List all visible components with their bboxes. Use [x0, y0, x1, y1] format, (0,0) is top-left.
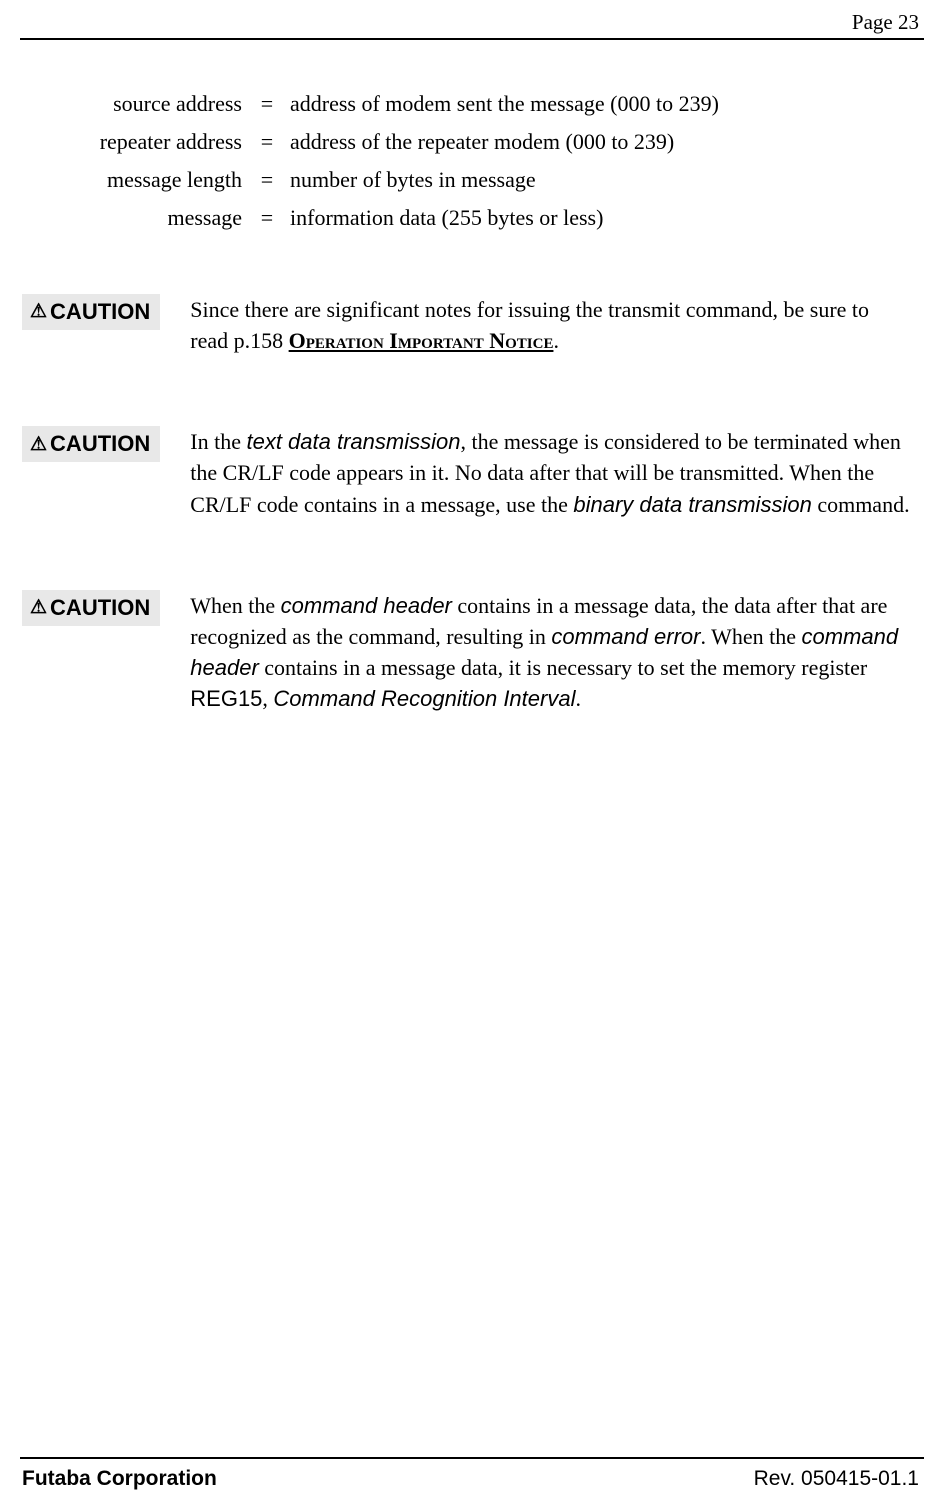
caution-text-segment: command. — [812, 492, 910, 517]
italic-term: command error — [551, 624, 700, 649]
caution-text: In the text data transmission, the messa… — [190, 426, 922, 520]
header-rule — [20, 38, 924, 40]
italic-term: Command Recognition Interval — [273, 686, 575, 711]
warning-icon: ⚠ — [30, 302, 47, 321]
caution-text-segment: contains in a message data, it is necess… — [259, 655, 867, 680]
def-equals: = — [252, 164, 282, 196]
caution-block-2: ⚠CAUTION In the text data transmission, … — [22, 426, 922, 520]
italic-term: text data transmission — [246, 429, 460, 454]
caution-text-segment: In the — [190, 429, 246, 454]
page-content: source address = address of modem sent t… — [22, 88, 922, 785]
def-description: information data (255 bytes or less) — [282, 202, 922, 234]
definition-row: repeater address = address of the repeat… — [62, 126, 922, 158]
caution-text-segment: . When the — [700, 624, 801, 649]
caution-text: Since there are significant notes for is… — [190, 294, 922, 356]
def-equals: = — [252, 126, 282, 158]
italic-term: command header — [281, 593, 452, 618]
definition-row: message = information data (255 bytes or… — [62, 202, 922, 234]
def-term: source address — [62, 88, 252, 120]
def-equals: = — [252, 88, 282, 120]
caution-text-segment: When the — [190, 593, 280, 618]
def-term: message length — [62, 164, 252, 196]
caution-badge: ⚠CAUTION — [22, 590, 160, 626]
italic-term: binary data transmission — [573, 492, 811, 517]
warning-icon: ⚠ — [30, 435, 47, 454]
caution-badge: ⚠CAUTION — [22, 294, 160, 330]
caution-label: CAUTION — [50, 595, 150, 621]
caution-text-segment: , — [262, 686, 273, 711]
footer-rule — [20, 1457, 924, 1459]
def-term: message — [62, 202, 252, 234]
caution-text-segment: . — [575, 686, 581, 711]
caution-text: When the command header contains in a me… — [190, 590, 922, 715]
caution-label: CAUTION — [50, 431, 150, 457]
def-description: address of the repeater modem (000 to 23… — [282, 126, 922, 158]
footer-company: Futaba Corporation — [22, 1467, 217, 1491]
caution-block-3: ⚠CAUTION When the command header contain… — [22, 590, 922, 715]
def-description: address of modem sent the message (000 t… — [282, 88, 922, 120]
operation-notice-link[interactable]: Operation Important Notice — [289, 328, 554, 353]
page-number: Page 23 — [852, 10, 919, 35]
definition-row: message length = number of bytes in mess… — [62, 164, 922, 196]
definitions-table: source address = address of modem sent t… — [62, 88, 922, 234]
register-term: REG15 — [190, 686, 262, 711]
def-term: repeater address — [62, 126, 252, 158]
caution-label: CAUTION — [50, 299, 150, 325]
caution-badge: ⚠CAUTION — [22, 426, 160, 462]
warning-icon: ⚠ — [30, 598, 47, 617]
footer-revision: Rev. 050415-01.1 — [754, 1467, 919, 1491]
def-equals: = — [252, 202, 282, 234]
def-description: number of bytes in message — [282, 164, 922, 196]
caution-block-1: ⚠CAUTION Since there are significant not… — [22, 294, 922, 356]
definition-row: source address = address of modem sent t… — [62, 88, 922, 120]
caution-text-segment: . — [553, 328, 559, 353]
